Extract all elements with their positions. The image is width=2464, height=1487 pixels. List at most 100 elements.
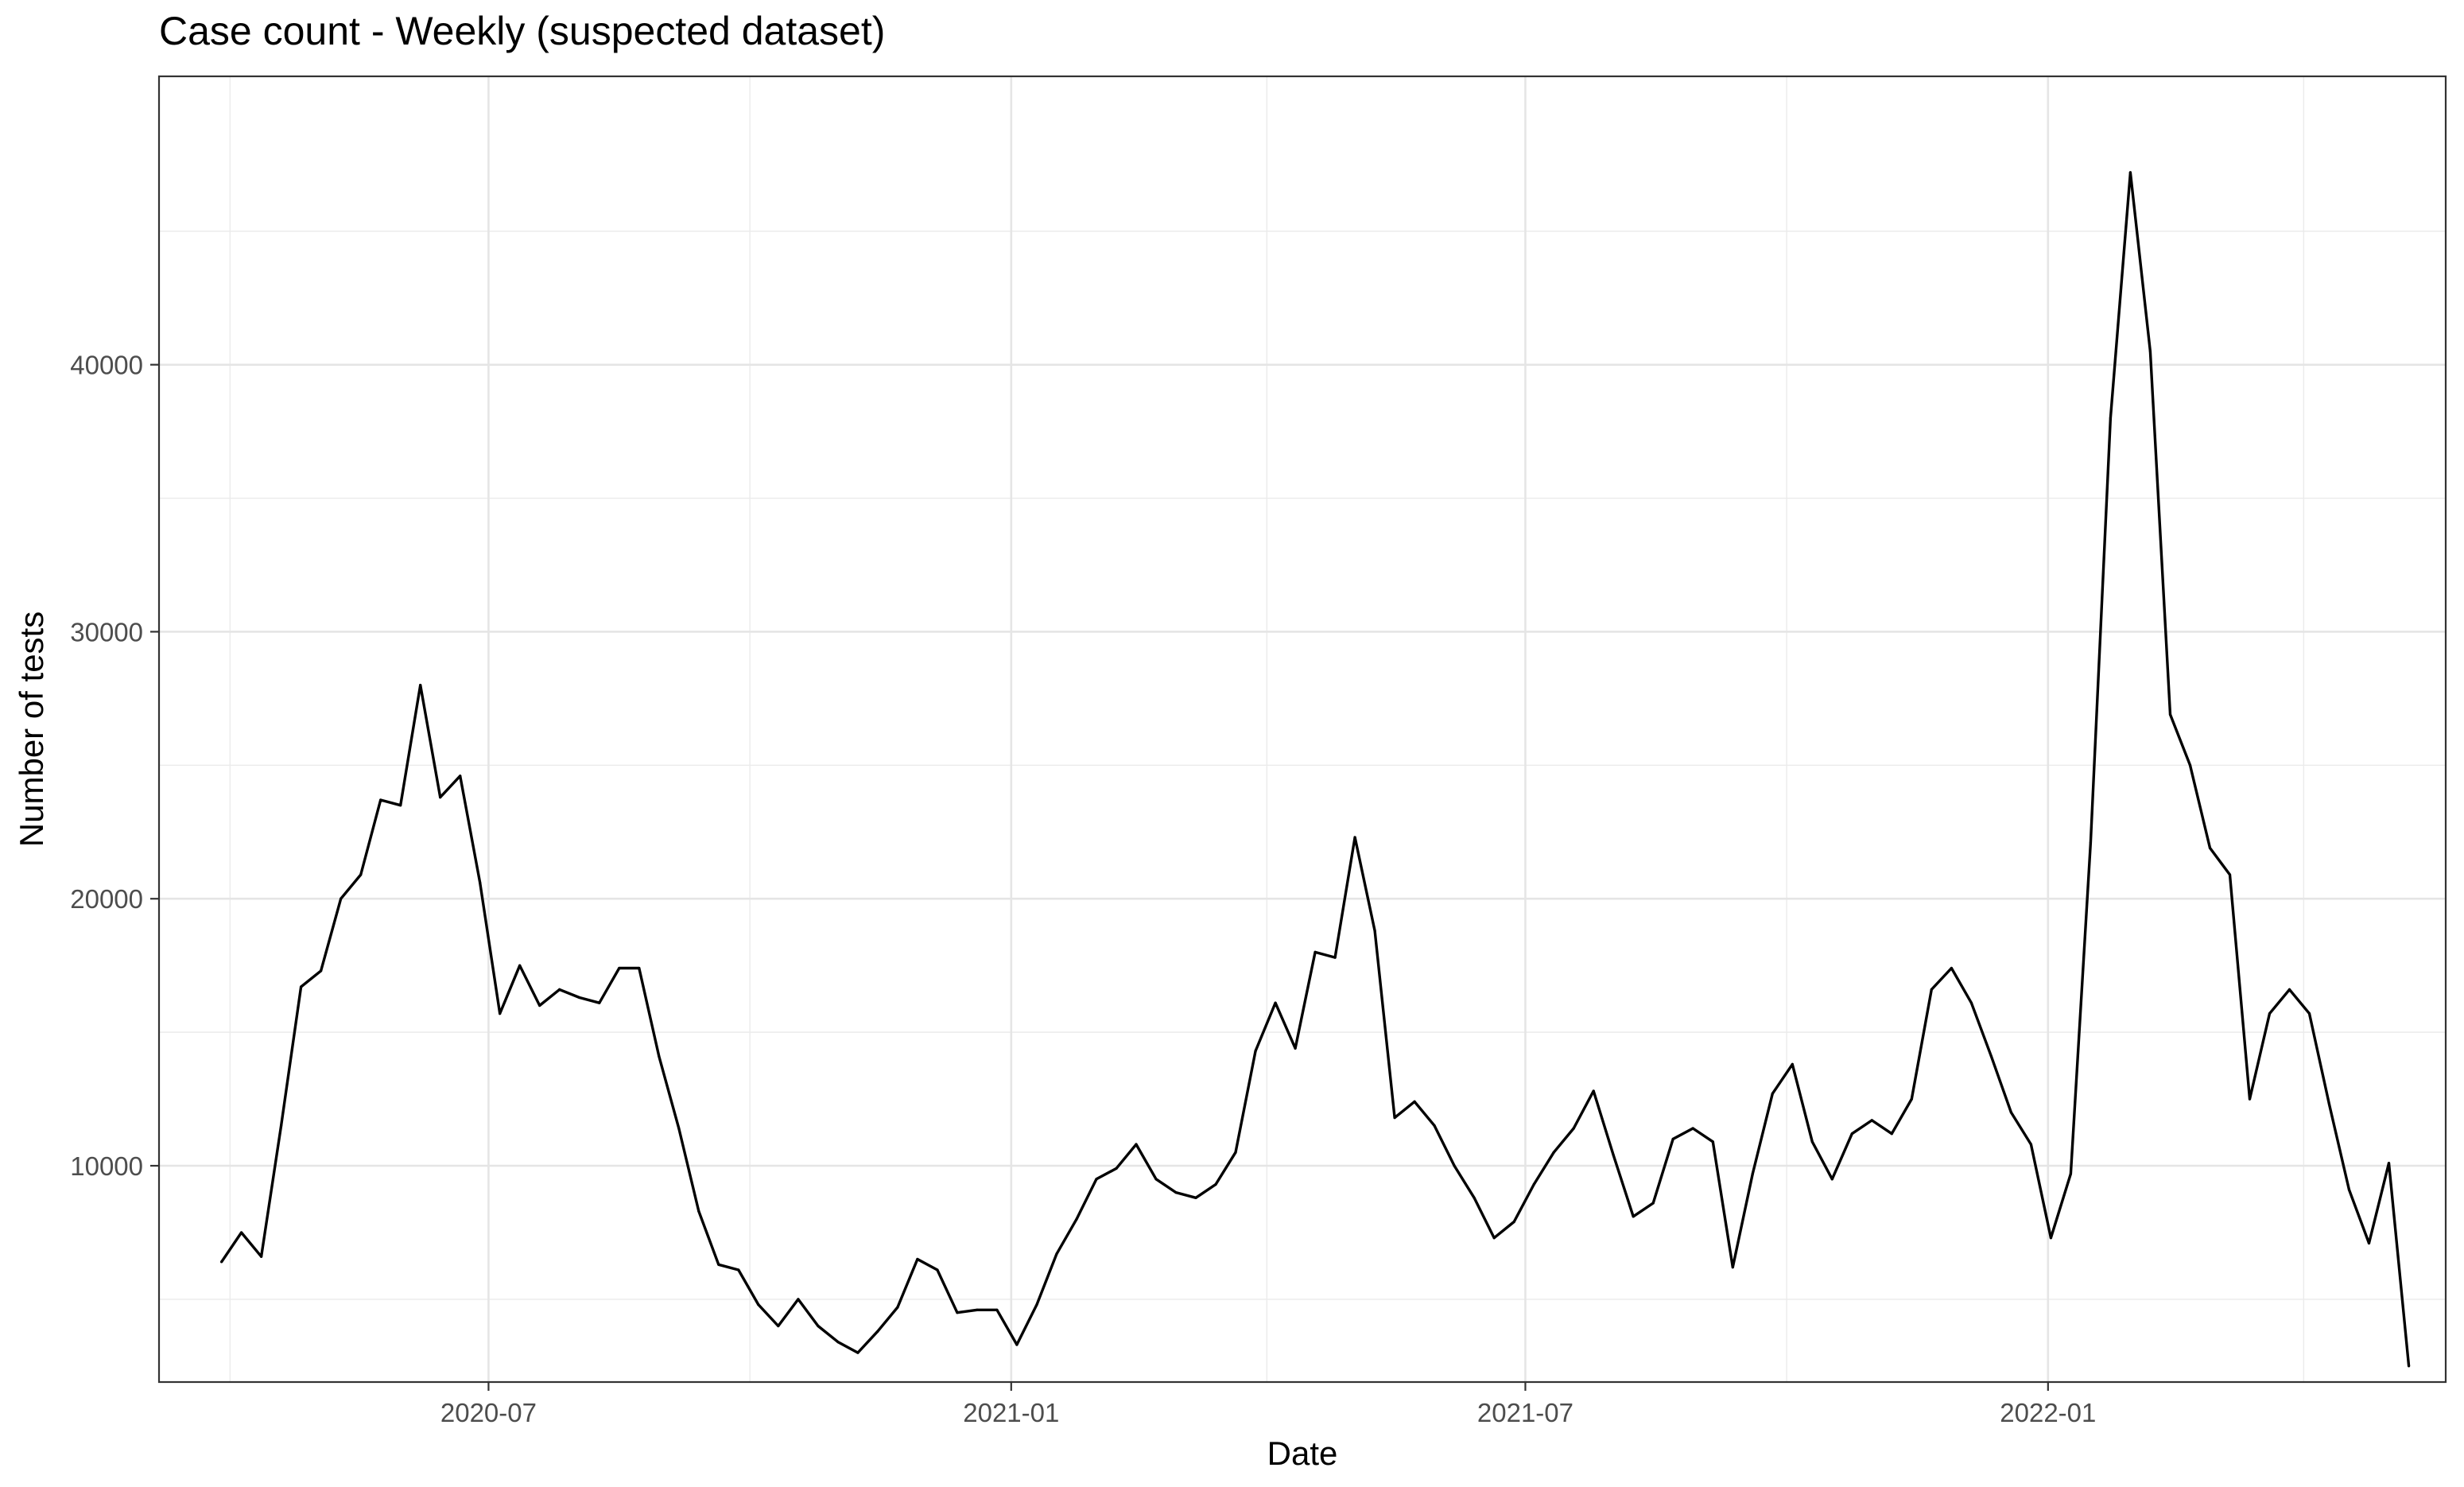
data-point bbox=[677, 1127, 681, 1130]
y-tick-label: 10000 bbox=[70, 1151, 143, 1181]
data-point bbox=[1075, 1217, 1078, 1221]
data-point bbox=[1671, 1137, 1674, 1140]
data-point bbox=[2188, 763, 2192, 767]
data-point bbox=[340, 897, 343, 900]
data-point bbox=[797, 1298, 800, 1301]
data-point bbox=[399, 804, 402, 807]
data-point bbox=[1294, 1046, 1297, 1050]
data-point bbox=[856, 1351, 859, 1354]
data-point bbox=[836, 1341, 840, 1344]
data-point bbox=[2049, 1237, 2052, 1240]
data-point bbox=[2168, 712, 2172, 716]
data-point bbox=[1989, 1054, 1993, 1058]
data-point bbox=[638, 966, 641, 970]
data-point bbox=[1830, 1178, 1833, 1181]
data-point bbox=[1751, 1172, 1754, 1175]
data-point bbox=[1691, 1127, 1694, 1130]
data-point bbox=[1850, 1132, 1853, 1136]
data-point bbox=[439, 796, 442, 799]
data-point bbox=[459, 775, 462, 778]
data-point bbox=[1910, 1097, 1913, 1101]
series-layer bbox=[220, 171, 2411, 1368]
data-point bbox=[1154, 1178, 1158, 1181]
data-point bbox=[876, 1330, 879, 1333]
data-point bbox=[1810, 1140, 1814, 1143]
data-point bbox=[1433, 1124, 1436, 1128]
data-point bbox=[1890, 1132, 1893, 1136]
data-point bbox=[1393, 1116, 1396, 1120]
data-point bbox=[2089, 841, 2092, 844]
data-point bbox=[538, 1004, 541, 1008]
data-point bbox=[757, 1303, 760, 1306]
y-axis-label: Number of tests bbox=[13, 611, 50, 847]
data-point bbox=[1572, 1127, 1575, 1130]
data-point bbox=[1115, 1167, 1118, 1170]
x-axis: 2020-07 2021-01 2021-07 2022-01 bbox=[440, 1382, 2096, 1427]
y-tick-label: 40000 bbox=[70, 351, 143, 380]
data-point bbox=[956, 1311, 959, 1314]
plot-border bbox=[157, 75, 2447, 1384]
y-tick-label: 20000 bbox=[70, 884, 143, 914]
x-tick-label: 2020-07 bbox=[440, 1398, 537, 1427]
data-point bbox=[1731, 1266, 1734, 1269]
data-point bbox=[1373, 929, 1376, 933]
data-point bbox=[1950, 966, 1953, 970]
data-point bbox=[936, 1268, 939, 1272]
data-point bbox=[1174, 1191, 1178, 1194]
data-point bbox=[1969, 1001, 1973, 1004]
data-point bbox=[2408, 1365, 2411, 1368]
data-point bbox=[1353, 836, 1356, 839]
data-point bbox=[479, 881, 482, 884]
data-point bbox=[419, 684, 422, 687]
chart-title: Case count - Weekly (suspected dataset) bbox=[159, 9, 886, 53]
x-axis-label: Date bbox=[1267, 1435, 1338, 1472]
data-point bbox=[1413, 1100, 1416, 1103]
data-point bbox=[379, 798, 382, 802]
data-point bbox=[777, 1324, 780, 1328]
data-point bbox=[1492, 1237, 1496, 1240]
data-point bbox=[1771, 1092, 1774, 1095]
data-point bbox=[1035, 1303, 1038, 1306]
x-tick-label: 2021-01 bbox=[963, 1398, 1059, 1427]
data-point bbox=[2009, 1111, 2012, 1114]
data-point bbox=[2128, 171, 2132, 174]
data-point bbox=[1313, 950, 1317, 953]
data-point bbox=[240, 1231, 243, 1234]
data-point bbox=[300, 985, 303, 988]
x-tick-label: 2021-07 bbox=[1477, 1398, 1573, 1427]
data-point bbox=[1532, 1182, 1535, 1186]
data-point bbox=[916, 1257, 919, 1261]
data-point bbox=[2228, 873, 2232, 876]
data-point bbox=[2287, 988, 2291, 991]
data-point bbox=[1651, 1202, 1655, 1205]
data-point bbox=[2367, 1241, 2371, 1244]
data-point bbox=[578, 996, 581, 1000]
data-point bbox=[558, 988, 561, 991]
major-gridlines bbox=[159, 76, 2446, 1382]
data-point bbox=[1592, 1089, 1595, 1093]
data-point bbox=[1055, 1252, 1058, 1256]
data-point bbox=[2387, 1162, 2391, 1165]
data-point bbox=[1711, 1140, 1714, 1143]
data-point bbox=[280, 1124, 283, 1128]
data-point bbox=[1930, 988, 1933, 991]
data-point bbox=[1870, 1119, 1873, 1122]
data-point bbox=[1214, 1182, 1217, 1186]
data-point bbox=[1612, 1154, 1615, 1157]
data-point bbox=[499, 1012, 502, 1015]
data-point bbox=[1234, 1151, 1237, 1154]
data-point bbox=[1791, 1062, 1794, 1066]
data-point bbox=[1095, 1178, 1098, 1181]
data-point bbox=[2307, 1012, 2311, 1015]
data-point bbox=[518, 964, 522, 967]
data-point bbox=[2148, 350, 2152, 353]
data-point bbox=[2109, 417, 2112, 420]
data-point bbox=[1015, 1343, 1019, 1346]
data-point bbox=[1333, 956, 1337, 959]
data-point bbox=[2248, 1097, 2252, 1101]
data-point bbox=[1135, 1143, 1138, 1146]
data-point bbox=[717, 1263, 720, 1266]
data-point bbox=[697, 1209, 700, 1213]
data-point bbox=[359, 873, 363, 876]
